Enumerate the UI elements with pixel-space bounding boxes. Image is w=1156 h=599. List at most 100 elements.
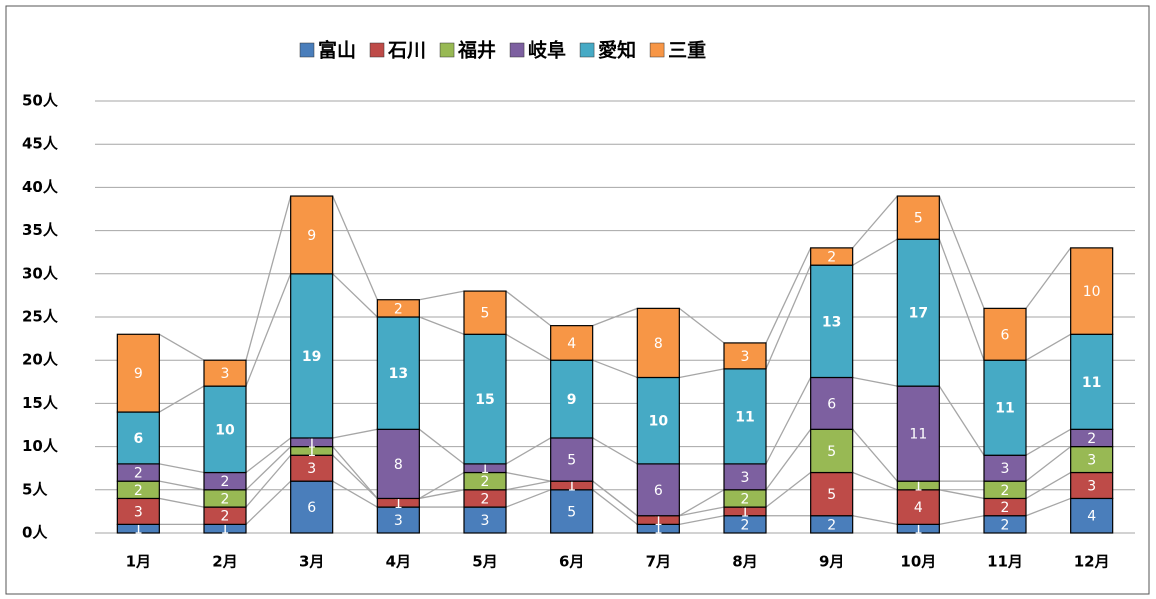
- data-label: 2: [1087, 431, 1096, 447]
- data-label: 3: [1001, 461, 1010, 477]
- data-label: 10: [649, 414, 669, 430]
- series-line: [418, 428, 465, 465]
- series-line: [765, 472, 812, 508]
- data-label: 6: [827, 396, 836, 412]
- legend-swatch: [649, 42, 665, 58]
- data-label: 2: [827, 517, 836, 533]
- series-line: [1025, 428, 1071, 456]
- bar-segment: [1070, 446, 1114, 474]
- bar-segment: [203, 359, 247, 387]
- bar-segment: [116, 333, 160, 413]
- series-line: [852, 376, 898, 387]
- data-label: 3: [134, 504, 143, 520]
- data-label: 1: [221, 522, 230, 538]
- series-line: [245, 273, 292, 387]
- data-label: 1: [307, 435, 316, 451]
- series-line: [419, 316, 465, 335]
- bar-segment: [550, 437, 594, 482]
- series-line: [852, 515, 898, 525]
- bar-segment: [1070, 497, 1114, 534]
- x-tick-label: 3月: [299, 553, 324, 571]
- data-label: 3: [1087, 478, 1096, 494]
- data-label: 1: [914, 478, 923, 494]
- series-line: [245, 446, 292, 491]
- bar-segment: [550, 359, 594, 439]
- x-tick-label: 2月: [212, 553, 237, 571]
- bar-segment: [723, 342, 767, 370]
- data-label: 3: [741, 470, 750, 486]
- y-tick-label: 15人: [22, 394, 59, 412]
- series-line: [1025, 446, 1072, 482]
- data-label: 1: [914, 522, 923, 538]
- series-line: [679, 506, 725, 517]
- bar-segment: [376, 316, 420, 430]
- x-tick-label: 7月: [646, 553, 671, 571]
- series-line: [245, 480, 292, 525]
- data-label: 17: [909, 306, 928, 322]
- bar-segment: [636, 307, 680, 379]
- series-line: [852, 471, 898, 491]
- series-line: [332, 454, 378, 499]
- data-label: 4: [914, 500, 923, 516]
- bar-segment: [116, 411, 160, 465]
- bar-segment: [376, 299, 420, 318]
- series-line: [679, 515, 725, 525]
- data-label: 5: [481, 306, 490, 322]
- data-label: 1: [741, 504, 750, 520]
- data-label: 10: [1083, 284, 1101, 300]
- series-line: [1025, 497, 1071, 517]
- data-label: 13: [822, 314, 841, 330]
- series-line: [332, 273, 378, 318]
- series-line: [419, 489, 465, 500]
- bar-segment: [290, 195, 334, 275]
- data-label: 19: [302, 349, 321, 365]
- data-label: 3: [221, 366, 230, 382]
- data-label: 1: [307, 444, 316, 460]
- data-label: 2: [741, 491, 750, 507]
- bar-segment: [116, 497, 160, 525]
- series-line: [938, 239, 985, 361]
- x-tick-label: 4月: [386, 553, 411, 571]
- legend-label: 福井: [457, 39, 496, 62]
- data-label: 2: [1001, 517, 1010, 533]
- y-tick-label: 45人: [22, 135, 59, 153]
- data-label: 6: [307, 500, 316, 516]
- data-label: 1: [134, 522, 143, 538]
- series-line: [159, 480, 205, 491]
- series-line: [765, 428, 812, 491]
- bar-segment: [810, 428, 854, 474]
- data-label: 1: [654, 513, 663, 529]
- data-label: 8: [654, 336, 663, 352]
- series-line: [592, 437, 638, 465]
- series-line: [852, 238, 898, 266]
- series-line: [765, 264, 812, 370]
- series-line: [245, 454, 292, 508]
- data-label: 2: [221, 474, 230, 490]
- bar-segment: [810, 471, 854, 517]
- data-label: 5: [914, 211, 923, 227]
- series-line: [852, 195, 898, 249]
- legend-swatch: [579, 42, 595, 58]
- series-line: [1025, 471, 1071, 500]
- bar-segment: [810, 376, 854, 430]
- series-line: [1025, 333, 1071, 361]
- bar-segment: [896, 385, 940, 482]
- series-line: [592, 480, 638, 517]
- data-label: 11: [909, 427, 927, 443]
- y-tick-label: 0人: [22, 524, 48, 542]
- series-line: [245, 437, 292, 474]
- series-line: [939, 515, 985, 525]
- x-tick-label: 6月: [559, 553, 584, 571]
- series-line: [505, 489, 551, 508]
- data-label: 5: [567, 504, 576, 520]
- data-label: 2: [134, 483, 143, 499]
- data-label: 8: [394, 457, 403, 473]
- series-line: [159, 385, 205, 413]
- y-tick-label: 35人: [22, 221, 59, 239]
- series-line: [679, 489, 725, 517]
- bar-segment: [463, 290, 507, 335]
- data-label: 5: [827, 487, 836, 503]
- data-label: 2: [134, 466, 143, 482]
- legend-swatch: [509, 42, 525, 58]
- data-label: 1: [481, 461, 490, 477]
